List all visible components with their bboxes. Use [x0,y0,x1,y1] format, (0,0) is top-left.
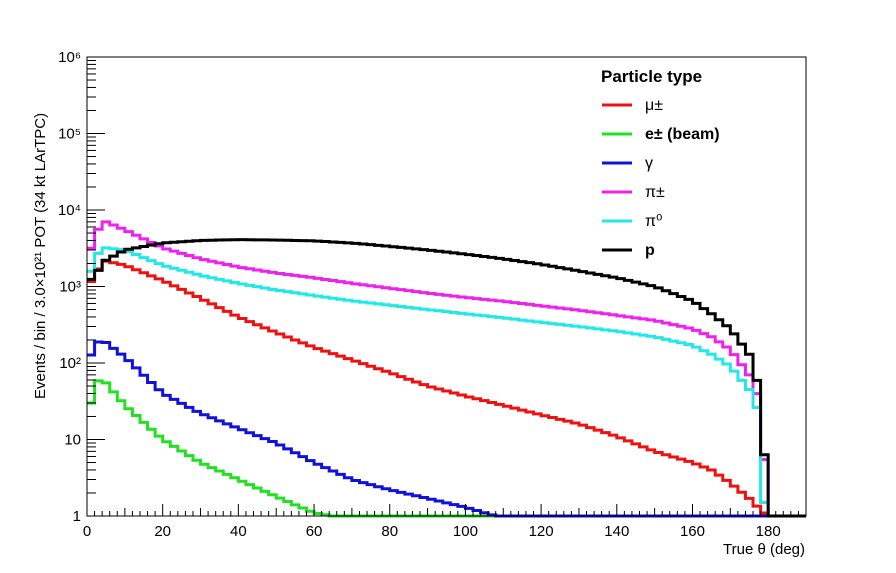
series-line [87,220,806,518]
y-axis-label: Events / bin / 3.0×10²¹ POT (34 kt LArTP… [32,113,49,399]
y-tick-label: 10² [59,355,81,372]
x-tick-label: 140 [604,523,629,540]
y-tick-label: 10³ [59,279,81,296]
y-tick-label: 10⁶ [58,49,81,66]
legend-label: μ± [645,97,663,114]
legend: Particle type μ± e± (beam) γ π± π⁰ p [601,67,720,259]
x-tick-label: 40 [230,523,247,540]
x-tick-label: 80 [381,523,398,540]
x-tick-label: 0 [83,523,91,540]
y-tick-label: 10⁵ [58,126,81,143]
x-tick-label: 60 [306,523,323,540]
legend-title: Particle type [601,67,702,86]
x-tick-label: 100 [453,523,478,540]
y-tick-label: 10⁴ [58,202,81,219]
x-axis: 0 20 40 60 80 100 120 140 160 180 [83,504,807,540]
y-tick-label: 1 [73,508,81,525]
x-tick-label: 120 [529,523,554,540]
series-line [87,246,806,518]
x-tick-label: 180 [756,523,781,540]
legend-label: π± [645,184,665,201]
x-tick-label: 160 [680,523,705,540]
y-axis: 1 10 10² 10³ 10⁴ 10⁵ 10⁶ [58,49,105,525]
legend-label: e± (beam) [645,126,720,143]
y-tick-label: 10 [64,432,81,449]
series-line [87,259,806,518]
x-axis-label: True θ (deg) [723,541,805,558]
legend-label: π⁰ [645,213,662,230]
x-tick-label: 20 [154,523,171,540]
legend-label: γ [645,155,653,172]
legend-label: p [645,242,655,259]
series-line [87,238,806,518]
